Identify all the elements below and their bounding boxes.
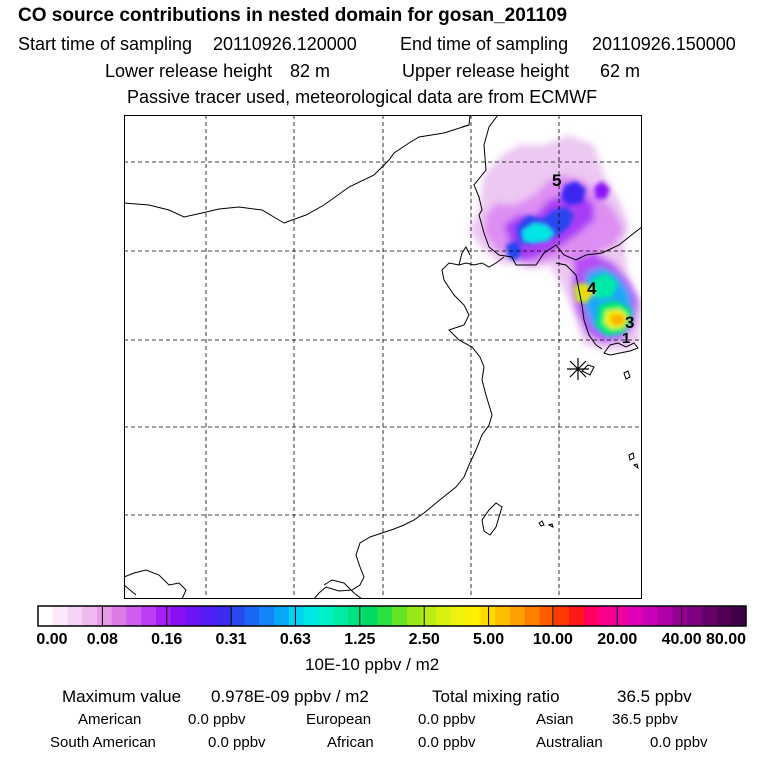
plot-title: CO source contributions in nested domain… — [18, 5, 568, 26]
max-value-label: Maximum value — [62, 687, 182, 706]
start-time-value: 20110926.120000 — [213, 34, 357, 54]
colorbar-swatch — [421, 606, 437, 626]
region-value: 0.0 ppbv — [418, 734, 476, 751]
colorbar-swatch — [126, 606, 142, 626]
colorbar-swatch — [687, 606, 703, 626]
colorbar-swatch — [259, 606, 275, 626]
max-value: 0.978E-09 ppbv / m2 — [211, 687, 369, 706]
region-name: South American — [50, 734, 156, 751]
colorbar-swatch — [52, 606, 68, 626]
colorbar-swatch — [156, 606, 172, 626]
upper-height-label: Upper release height — [402, 61, 570, 81]
tracer-note: Passive tracer used, meteorological data… — [127, 87, 598, 107]
region-value: 36.5 ppbv — [612, 711, 678, 728]
colorbar-swatch — [185, 606, 201, 626]
colorbar-swatch — [554, 606, 570, 626]
region-name: American — [78, 711, 142, 728]
colorbar-tick-label: 0.00 — [36, 631, 68, 648]
total-mixing-value: 36.5 ppbv — [617, 687, 692, 706]
colorbar-swatch — [598, 606, 614, 626]
marker-3: 3 — [625, 313, 634, 332]
region-value: 0.0 ppbv — [208, 734, 266, 751]
colorbar-swatch — [539, 606, 555, 626]
colorbar-swatch — [613, 606, 629, 626]
region-name: Asian — [536, 711, 574, 728]
coastlines — [124, 115, 642, 599]
marker-5: 5 — [552, 171, 561, 190]
colorbar-swatch — [406, 606, 422, 626]
region-name: African — [327, 734, 374, 751]
colorbar-swatch — [244, 606, 260, 626]
colorbar-swatch — [303, 606, 319, 626]
colorbar-tick-label: 10.00 — [532, 631, 573, 648]
receptor-star-icon — [567, 358, 589, 380]
marker-1: 1 — [622, 330, 630, 347]
colorbar-tick-label: 0.08 — [86, 631, 118, 648]
colorbar-swatch — [200, 606, 216, 626]
colorbar-swatch — [141, 606, 157, 626]
colorbar-tick-label: 5.00 — [472, 631, 505, 648]
region-value: 0.0 ppbv — [650, 734, 708, 751]
colorbar-swatch — [392, 606, 408, 626]
colorbar-swatch — [38, 606, 54, 626]
region-name: Australian — [536, 734, 603, 751]
total-mixing-label: Total mixing ratio — [432, 687, 560, 706]
colorbar — [37, 605, 747, 627]
colorbar-swatch — [67, 606, 83, 626]
upper-height-value: 62 m — [600, 61, 641, 81]
colorbar-tick-label: 20.00 — [597, 631, 638, 648]
colorbar-swatch — [377, 606, 393, 626]
colorbar-swatch — [657, 606, 673, 626]
lower-height-value: 82 m — [290, 61, 331, 81]
colorbar-swatch — [362, 606, 378, 626]
colorbar-swatch — [274, 606, 290, 626]
graticule-grid — [124, 115, 642, 599]
lower-height-label: Lower release height — [105, 61, 273, 81]
colorbar-swatch — [170, 606, 186, 626]
colorbar-swatch — [465, 606, 481, 626]
colorbar-swatch — [111, 606, 127, 626]
end-time-value: 20110926.150000 — [592, 34, 736, 54]
colorbar-swatch — [495, 606, 511, 626]
colorbar-swatch — [436, 606, 452, 626]
colorbar-swatch — [731, 606, 747, 626]
colorbar-swatch — [97, 606, 113, 626]
start-time-label: Start time of sampling — [18, 34, 193, 54]
colorbar-unit: 10E-10 ppbv / m2 — [305, 655, 440, 674]
colorbar-swatch — [318, 606, 334, 626]
colorbar-swatch — [215, 606, 231, 626]
colorbar-swatch — [347, 606, 363, 626]
islands — [538, 364, 639, 528]
colorbar-tick-label: 0.63 — [279, 631, 312, 648]
colorbar-swatch — [451, 606, 467, 626]
colorbar-tick-label: 80.00 — [705, 631, 747, 648]
colorbar-swatch — [642, 606, 658, 626]
region-value: 0.0 ppbv — [418, 711, 476, 728]
concentration-plume — [469, 135, 642, 350]
colorbar-swatch — [333, 606, 349, 626]
region-value: 0.0 ppbv — [188, 711, 246, 728]
colorbar-swatch — [82, 606, 98, 626]
colorbar-tick-label: 1.25 — [344, 631, 376, 648]
colorbar-swatch — [510, 606, 526, 626]
colorbar-swatch — [524, 606, 540, 626]
colorbar-swatch — [716, 606, 732, 626]
colorbar-swatch — [229, 606, 245, 626]
colorbar-tick-label: 0.31 — [215, 631, 247, 648]
colorbar-swatch — [288, 606, 304, 626]
colorbar-swatch — [701, 606, 717, 626]
colorbar-swatch — [583, 606, 599, 626]
colorbar-tick-label: 40.00 — [661, 631, 702, 648]
colorbar-swatch — [672, 606, 688, 626]
colorbar-tick-label: 0.16 — [151, 631, 183, 648]
colorbar-frame — [37, 605, 747, 627]
map-panel: 5 4 3 1 — [124, 115, 642, 599]
marker-4: 4 — [587, 279, 597, 298]
region-name: European — [306, 711, 372, 728]
colorbar-swatch — [569, 606, 585, 626]
colorbar-tick-label: 2.50 — [408, 631, 440, 648]
colorbar-swatch — [628, 606, 644, 626]
end-time-label: End time of sampling — [400, 34, 569, 54]
